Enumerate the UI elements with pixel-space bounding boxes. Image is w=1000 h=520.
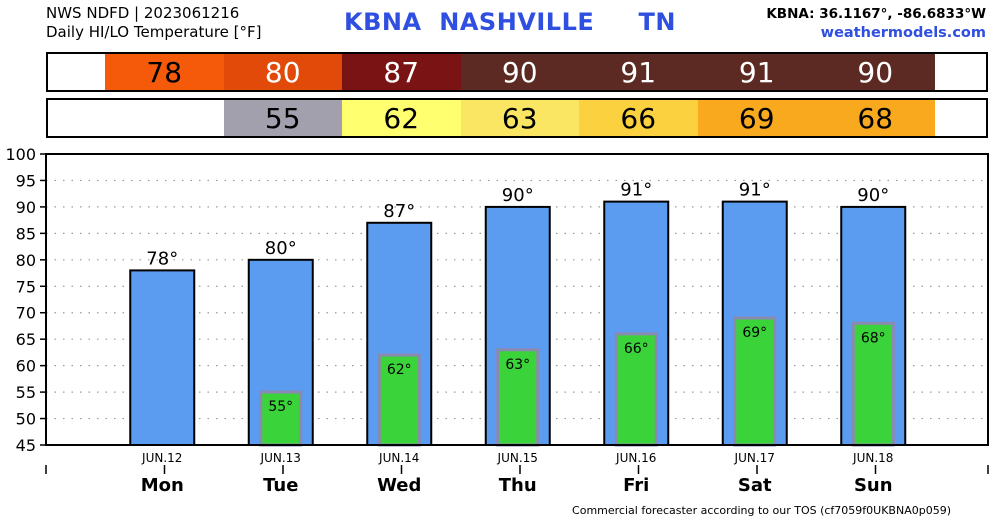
station-title: KBNA NASHVILLE TN: [343, 8, 676, 36]
hi-cell-fri: 91: [579, 54, 698, 90]
lo-label-tue: 55°: [268, 399, 293, 415]
y-tick-label: 85: [16, 224, 36, 243]
lo-label-thu: 63°: [505, 357, 530, 373]
day-label-sun: Sun: [854, 475, 893, 496]
y-tick-label: 50: [16, 410, 36, 429]
y-tick-label: 100: [5, 145, 36, 164]
date-label: JUN.17: [734, 451, 775, 465]
hi-temperature-band: 78 80 87 90 91 91 90: [46, 52, 988, 92]
lo-cell-wed: 62: [342, 100, 461, 136]
y-tick-label: 60: [16, 357, 36, 376]
y-tick-label: 70: [16, 304, 36, 323]
lo-label-fri: 66°: [624, 341, 649, 357]
y-tick-label: 95: [16, 171, 36, 190]
y-tick-label: 75: [16, 277, 36, 296]
plot-frame: [45, 153, 989, 446]
y-tick-label: 65: [16, 330, 36, 349]
lo-cell-sat: 69: [697, 100, 816, 136]
date-label: JUN.16: [615, 451, 656, 465]
hi-label-sun: 90°: [857, 185, 889, 206]
lo-bar-fri: [614, 332, 658, 447]
lo-label-sat: 69°: [742, 325, 767, 341]
date-label: JUN.12: [141, 451, 182, 465]
hi-label-wed: 87°: [383, 201, 415, 222]
lo-cell-tue: 55: [223, 100, 342, 136]
date-label: JUN.14: [378, 451, 419, 465]
hi-cell-thu: 90: [460, 54, 579, 90]
lo-cell-thu: 63: [460, 100, 579, 136]
model-run-label: NWS NDFD | 2023061216: [46, 4, 240, 22]
station-coords: KBNA: 36.1167°, -86.6833°W: [766, 6, 986, 22]
y-tick-label: 45: [16, 436, 36, 455]
hi-cell-tue: 80: [223, 54, 342, 90]
day-label-fri: Fri: [623, 475, 649, 496]
day-label-mon: Mon: [141, 475, 184, 496]
chart-header-right: KBNA: 36.1167°, -86.6833°W weathermodels…: [766, 5, 986, 43]
hi-cell-sun: 90: [816, 54, 935, 90]
hi-label-fri: 91°: [620, 180, 652, 201]
footer-note: Commercial forecaster according to our T…: [572, 504, 951, 517]
y-tick-label: 90: [16, 198, 36, 217]
site-link[interactable]: weathermodels.com: [820, 25, 986, 41]
day-label-sat: Sat: [738, 475, 772, 496]
y-tick-label: 55: [16, 383, 36, 402]
hi-label-sat: 91°: [739, 180, 771, 201]
lo-bar-sat: [733, 316, 777, 447]
hi-label-thu: 90°: [502, 185, 534, 206]
hi-label-tue: 80°: [265, 238, 297, 259]
hi-label-mon: 78°: [146, 248, 178, 269]
lo-label-sun: 68°: [861, 330, 886, 346]
lo-cell-fri: 66: [579, 100, 698, 136]
hi-bar-mon: [129, 269, 196, 446]
date-label: JUN.18: [852, 451, 893, 465]
hi-cell-sat: 91: [697, 54, 816, 90]
day-label-thu: Thu: [499, 475, 537, 496]
y-tick-label: 80: [16, 251, 36, 270]
hi-cell-mon: 78: [105, 54, 224, 90]
lo-label-wed: 62°: [387, 362, 412, 378]
chart-header-left: NWS NDFD | 2023061216 Daily HI/LO Temper…: [46, 4, 262, 42]
day-label-tue: Tue: [263, 475, 298, 496]
lo-cell-sun: 68: [816, 100, 935, 136]
lo-temperature-band: 55 62 63 66 69 68: [46, 98, 988, 138]
hi-cell-wed: 87: [342, 54, 461, 90]
date-label: JUN.15: [497, 451, 538, 465]
date-label: JUN.13: [260, 451, 301, 465]
variable-label: Daily HI/LO Temperature [°F]: [46, 23, 262, 41]
day-label-wed: Wed: [377, 475, 421, 496]
lo-bar-wed: [377, 353, 421, 447]
